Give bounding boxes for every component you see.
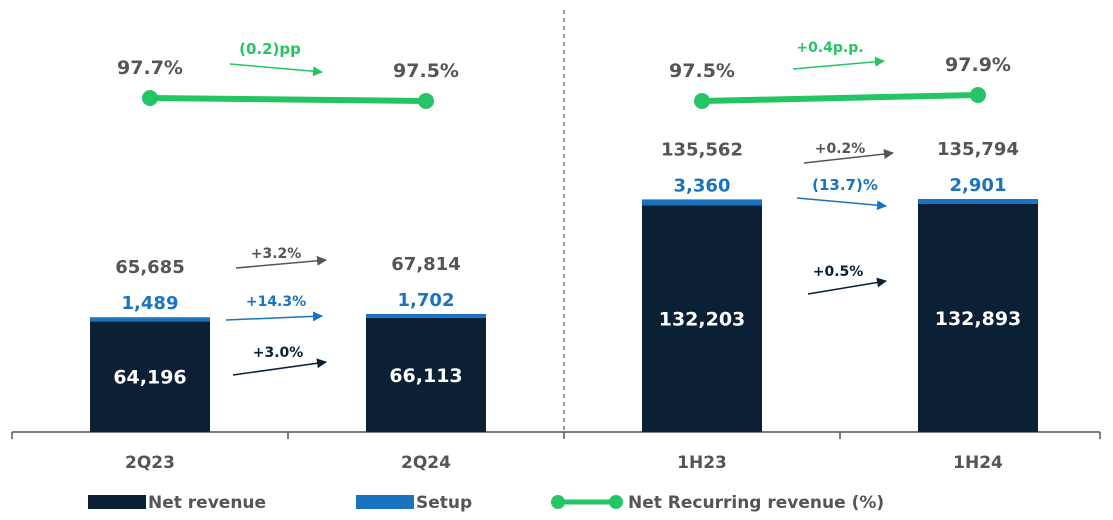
growth-recurring-label: +0.4p.p. bbox=[796, 40, 863, 56]
bar-total-label: 65,685 bbox=[115, 257, 184, 278]
growth-total-label: +3.2% bbox=[251, 246, 302, 262]
x-tick-label: 2Q23 bbox=[125, 453, 175, 473]
legend-label-net-revenue: Net revenue bbox=[148, 493, 266, 513]
bar-total-label: 67,814 bbox=[391, 254, 460, 275]
bar-setup-label: 2,901 bbox=[950, 175, 1007, 196]
bar-setup-label: 3,360 bbox=[674, 175, 731, 196]
growth-total-label: +0.2% bbox=[815, 141, 866, 157]
bars-layer bbox=[90, 199, 1038, 432]
legend-swatch-net-revenue bbox=[88, 495, 146, 509]
bar-total-label: 135,562 bbox=[661, 139, 743, 160]
bar-setup bbox=[90, 317, 210, 322]
growth-annotations: (0.2)pp +3.2% +14.3% +3.0% +0.4p.p. +0.2… bbox=[225, 40, 894, 376]
legend-swatch-recurring-dot bbox=[551, 495, 565, 509]
bar-net-revenue-label: 132,893 bbox=[935, 308, 1022, 330]
bar-net-revenue-label: 66,113 bbox=[389, 365, 462, 387]
growth-arrow-net bbox=[807, 277, 887, 295]
recurring-point bbox=[142, 90, 158, 106]
bar-setup bbox=[918, 199, 1038, 204]
recurring-point-label: 97.5% bbox=[393, 60, 459, 82]
bar-net-revenue bbox=[642, 205, 762, 432]
labels-layer: 64,196 1,489 65,685 2Q23 66,113 1,702 67,814 2Q… bbox=[113, 54, 1021, 473]
recurring-line-segment bbox=[147, 95, 429, 104]
growth-arrow-total bbox=[803, 149, 894, 164]
legend-swatch-recurring-dot bbox=[609, 495, 623, 509]
recurring-point-label: 97.9% bbox=[945, 54, 1011, 76]
bar-setup bbox=[366, 313, 486, 318]
recurring-point bbox=[418, 93, 434, 109]
recurring-line-layer bbox=[142, 87, 986, 109]
recurring-line-segment bbox=[699, 92, 981, 104]
bar-net-revenue bbox=[90, 321, 210, 432]
growth-arrow-setup bbox=[796, 197, 887, 211]
legend-label-setup: Setup bbox=[416, 493, 472, 513]
recurring-point bbox=[970, 87, 986, 103]
growth-setup-label: +14.3% bbox=[246, 294, 306, 310]
growth-setup-label: (13.7)% bbox=[812, 176, 878, 194]
growth-arrow-total bbox=[235, 255, 327, 269]
bar-setup bbox=[642, 199, 762, 206]
bar-net-revenue-label: 132,203 bbox=[659, 309, 746, 331]
bar-net-revenue bbox=[918, 203, 1038, 432]
bar-net-revenue bbox=[366, 317, 486, 432]
recurring-point-label: 97.7% bbox=[117, 57, 183, 79]
growth-net-label: +0.5% bbox=[813, 264, 864, 280]
bar-net-revenue-label: 64,196 bbox=[113, 367, 186, 389]
growth-recurring-label: (0.2)pp bbox=[239, 40, 301, 58]
bar-total-label: 135,794 bbox=[937, 139, 1019, 160]
recurring-point-label: 97.5% bbox=[669, 60, 735, 82]
growth-arrow-net bbox=[232, 358, 327, 376]
legend-swatch-setup bbox=[356, 495, 414, 509]
x-tick-label: 2Q24 bbox=[401, 453, 451, 473]
x-tick-label: 1H24 bbox=[953, 453, 1003, 473]
bar-setup-label: 1,489 bbox=[122, 293, 179, 314]
bar-setup-label: 1,702 bbox=[398, 290, 455, 311]
growth-arrow-recurring bbox=[792, 56, 885, 70]
legend-label-recurring: Net Recurring revenue (%) bbox=[628, 493, 884, 513]
growth-net-label: +3.0% bbox=[253, 345, 304, 361]
x-tick-label: 1H23 bbox=[677, 453, 727, 473]
growth-arrow-recurring bbox=[229, 63, 323, 77]
recurring-point bbox=[694, 93, 710, 109]
growth-arrow-setup bbox=[225, 311, 323, 322]
legend: Net revenue Setup Net Recurring revenue … bbox=[88, 493, 884, 513]
